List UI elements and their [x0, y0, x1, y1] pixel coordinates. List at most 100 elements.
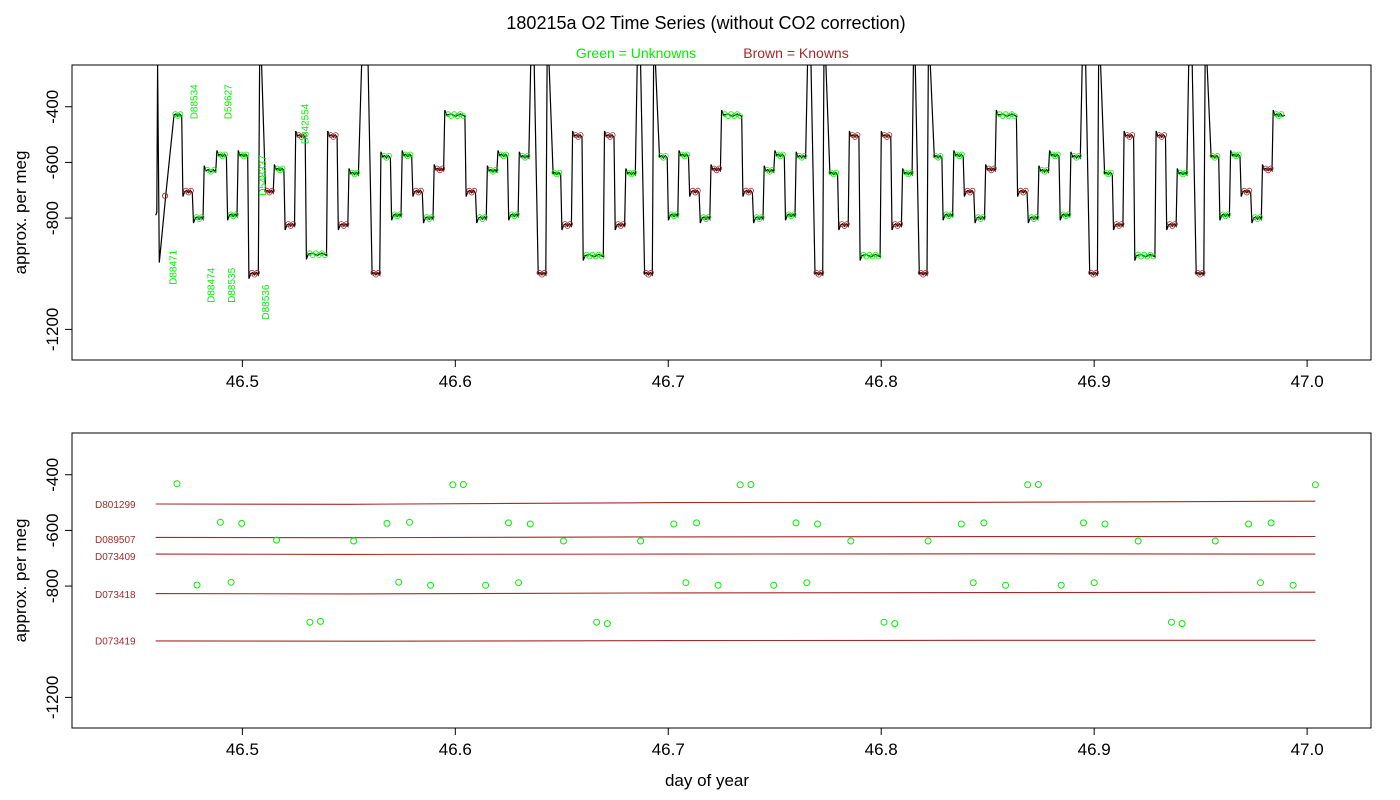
unknown-point [957, 520, 965, 528]
top-x-tick-label: 46.7 [652, 372, 685, 391]
unknown-sample-marker [1214, 153, 1221, 159]
top-y-tick-label: -800 [43, 201, 62, 235]
top-plot-area: D88534 D59627 D88471 D548337 D842554 D88474 D8… [155, 65, 1286, 320]
known-sample-marker [1172, 221, 1178, 227]
unknown-sample-marker [556, 169, 563, 176]
unknown-point [427, 581, 435, 589]
unknown-point [1024, 481, 1032, 489]
known-sample-marker [567, 221, 573, 227]
unknown-sample-marker [959, 151, 965, 158]
unknown-point [350, 537, 358, 545]
known-sample-marker [648, 269, 654, 276]
unknown-sample-marker [801, 153, 808, 159]
unknown-point [515, 579, 523, 587]
known-sample-marker [969, 187, 976, 194]
unknown-sample-marker [1012, 113, 1018, 119]
known-sample-marker [620, 221, 627, 227]
bottom-y-tick-label: -1200 [43, 676, 62, 719]
bottom-plot-area: D801299 D089507 D073409 D073418 D073419 [95, 480, 1319, 647]
known-sample-marker [577, 132, 584, 138]
unknown-sample-marker [705, 214, 712, 220]
unknown-sample-marker [769, 167, 776, 173]
unknown-sample-marker [663, 153, 669, 159]
known-sample-marker [716, 165, 722, 172]
unknown-point [880, 618, 888, 626]
unknown-point [449, 481, 457, 489]
unknown-point [1178, 620, 1186, 628]
unknown-sample-marker [396, 211, 403, 218]
unknown-point [459, 481, 467, 488]
unknown-sample-marker [598, 253, 605, 260]
unknown-sample-marker [322, 252, 328, 259]
unknown-point [317, 617, 324, 625]
known-sample-marker [1129, 132, 1136, 138]
unknown-point [792, 519, 800, 527]
unknown-point [814, 520, 821, 528]
unknown-sample-marker [222, 151, 228, 158]
unknown-sample-marker [948, 211, 955, 218]
unknown-sample-marker [833, 169, 840, 176]
unknown-sample-marker [907, 169, 914, 176]
x-axis-label: day of year [665, 771, 749, 790]
unknown-point [603, 620, 611, 628]
top-y-tick-label: -400 [43, 90, 62, 124]
unknown-point [216, 518, 224, 526]
chart-title: 180215a O2 Time Series (without CO2 corr… [506, 13, 905, 33]
unknown-sample-marker [1225, 211, 1231, 218]
unknown-point [238, 519, 246, 527]
unknown-sample-marker [1278, 111, 1285, 117]
unknown-point [682, 579, 690, 587]
unknown-sample-marker [684, 151, 690, 158]
unknown-sample-marker [875, 253, 882, 260]
known-sample-marker [471, 187, 478, 194]
unknown-point [1002, 581, 1010, 589]
reference-tank-label: D073419 [95, 636, 136, 647]
unknown-point [770, 581, 778, 589]
known-sample-marker [991, 165, 997, 172]
known-sample-marker [1246, 187, 1253, 194]
unknown-sample-marker [673, 211, 680, 218]
bottom-y-axis: -400 -600 -800 -1200 [43, 458, 73, 719]
unknown-sample-marker [233, 211, 239, 218]
unknown-sample-marker [737, 113, 743, 119]
unknown-sample-marker [492, 167, 499, 173]
unknown-sample-marker [428, 214, 435, 220]
top-x-tick-label: 46.9 [1078, 372, 1111, 391]
unknown-point [406, 518, 413, 526]
known-sample-marker [439, 165, 446, 172]
top-x-tick-label: 47.0 [1291, 372, 1324, 391]
legend-unknowns: Green = Unknowns [576, 45, 696, 61]
reference-line [155, 500, 1316, 505]
unknown-point [891, 620, 899, 628]
unknown-point [482, 581, 490, 589]
unknown-sample-marker [354, 169, 360, 176]
unknown-point [1267, 519, 1275, 527]
unknown-sample-marker [1065, 211, 1072, 218]
tank-id-label: D548337 [258, 155, 269, 196]
bottom-x-tick-label: 47.0 [1291, 740, 1324, 759]
known-sample-marker [1267, 165, 1274, 172]
unknown-point [505, 519, 512, 527]
tank-id-label: D88474 [207, 267, 218, 302]
known-sample-marker [269, 187, 275, 194]
unknown-point [747, 481, 755, 488]
unknown-sample-marker [1236, 151, 1242, 158]
unknown-point [1257, 579, 1264, 587]
unknown-sample-marker [780, 151, 786, 158]
unknown-sample-marker [198, 214, 205, 220]
tank-id-label: D88471 [168, 249, 179, 284]
known-sample-marker [1199, 269, 1206, 276]
top-x-tick-label: 46.5 [226, 372, 259, 391]
unknown-point [193, 581, 201, 589]
tank-id-label: D842554 [300, 103, 311, 144]
top-y-axis-label: approx. per meg [11, 151, 30, 275]
known-sample-marker [188, 187, 194, 194]
bottom-y-tick-label: -800 [43, 569, 62, 603]
unknown-point [714, 581, 722, 589]
known-sample-marker [922, 269, 929, 276]
unknown-point [1245, 520, 1253, 528]
unknown-sample-marker [514, 211, 520, 218]
unknown-point [173, 480, 181, 488]
unknown-point [1134, 537, 1142, 545]
unknown-sample-marker [460, 113, 467, 119]
